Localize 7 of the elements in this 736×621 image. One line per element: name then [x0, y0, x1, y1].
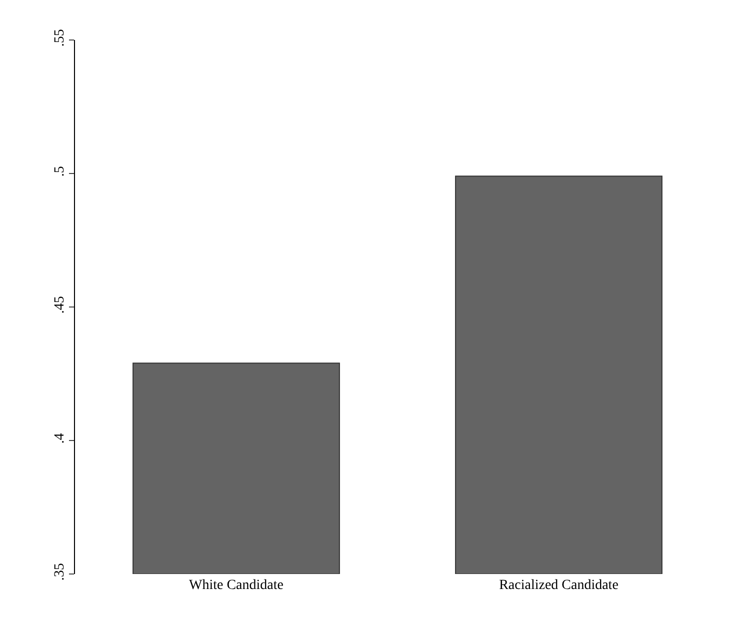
y-tick-label: .4 [52, 433, 68, 444]
y-tick-label: .5 [52, 166, 68, 177]
y-tick-label: .55 [52, 29, 68, 47]
x-tick-label: Racialized Candidate [499, 578, 618, 593]
x-tick-label: White Candidate [189, 578, 284, 593]
y-tick-label: .45 [52, 296, 68, 314]
y-tick-label: .35 [52, 563, 68, 581]
